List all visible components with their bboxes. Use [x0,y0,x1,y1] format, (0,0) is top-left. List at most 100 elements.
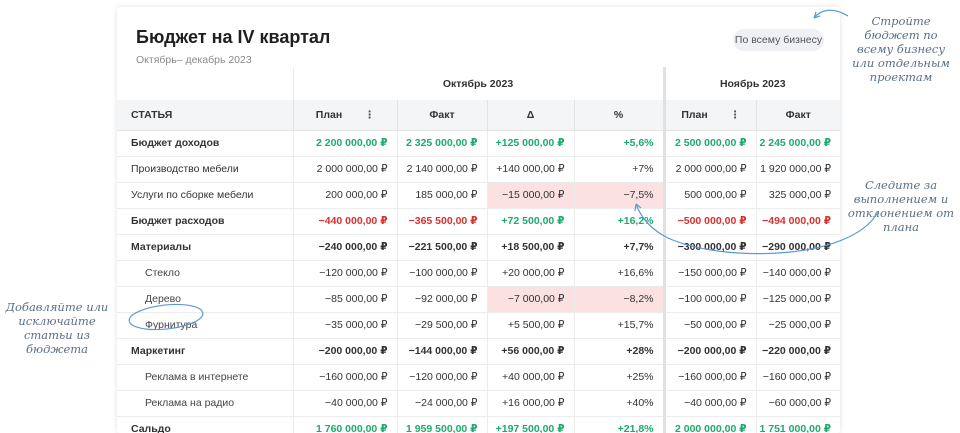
fact-cell: 2 140 000,00 ₽ [396,156,487,183]
column-header-fact-nov: Факт [755,100,840,131]
fact-cell: −221 500,00 ₽ [396,234,487,261]
fact-cell: 2 325 000,00 ₽ [396,130,487,157]
column-header-plan-nov[interactable]: План ⋮ [662,100,757,131]
fact-cell: −125 000,00 ₽ [755,286,840,313]
table-row[interactable]: Стекло −120 000,00 ₽ −100 000,00 ₽ +20 000,… [117,260,840,287]
table-row[interactable]: Производство мебели 2 000 000,00 ₽2 140 0… [117,156,840,183]
period-subtitle: Октябрь– декабрь 2023 [136,54,252,66]
fact-cell: 185 000,00 ₽ [396,182,487,209]
table-row[interactable]: Дерево −85 000,00 ₽ −92 000,00 ₽ −7 000,00 … [117,286,840,313]
fact-cell: −144 000,00 ₽ [396,338,487,365]
plan-cell: 2 000 000,00 ₽ [662,416,757,433]
delta-cell: +72 500,00 ₽ [486,208,574,235]
plan-cell: −160 000,00 ₽ [662,364,757,391]
plan-cell: −240 000,00 ₽ [292,234,397,261]
delta-cell: +56 000,00 ₽ [486,338,574,365]
percent-cell: +7% [573,156,665,183]
budget-card: Бюджет на IV квартал Октябрь– декабрь 20… [117,7,840,433]
month-header-november: Ноябрь 2023 [662,67,840,100]
row-label: Стекло [117,260,293,287]
column-header-plan[interactable]: План ⋮ [292,100,397,131]
row-label: Фурнитура [117,312,293,339]
row-label: Бюджет расходов [117,208,293,235]
plan-cell: 200 000,00 ₽ [292,182,397,209]
fact-cell: −365 500,00 ₽ [396,208,487,235]
annotation-scope: Стройте бюджет по всему бизнесу или отде… [852,14,950,84]
empty-header-cell [117,67,293,100]
percent-cell: +28% [573,338,665,365]
column-menu-icon[interactable]: ⋮ [364,108,375,121]
percent-cell: −8,2% [573,286,665,313]
fact-cell: −100 000,00 ₽ [396,260,487,287]
percent-cell: +16,2% [573,208,665,235]
table-row[interactable]: Фурнитура −35 000,00 ₽ −29 500,00 ₽ +5 500,… [117,312,840,339]
fact-cell: 1 959 500,00 ₽ [396,416,487,433]
table-row[interactable]: Реклама в интернете −160 000,00 ₽ −120 000… [117,364,840,391]
percent-cell: +21,8% [573,416,665,433]
fact-cell: −160 000,00 ₽ [755,364,840,391]
plan-cell: −150 000,00 ₽ [662,260,757,287]
table-row[interactable]: Сальдо 1 760 000,00 ₽1 959 500,00 ₽ +197 5… [117,416,840,433]
plan-cell: −50 000,00 ₽ [662,312,757,339]
fact-cell: −120 000,00 ₽ [396,364,487,391]
plan-cell: −200 000,00 ₽ [292,338,397,365]
column-header-fact: Факт [396,100,487,131]
fact-cell: −24 000,00 ₽ [396,390,487,417]
fact-cell: −29 500,00 ₽ [396,312,487,339]
column-header-item: СТАТЬЯ [117,100,293,131]
percent-cell: +25% [573,364,665,391]
table-row[interactable]: Бюджет доходов 2 200 000,00 ₽2 325 000,00… [117,130,840,157]
row-label: Материалы [117,234,293,261]
table-row[interactable]: Материалы −240 000,00 ₽ −221 500,00 ₽ +18 5… [117,234,840,261]
column-menu-icon[interactable]: ⋮ [729,108,741,121]
plan-cell: −100 000,00 ₽ [662,286,757,313]
plan-cell: −85 000,00 ₽ [292,286,397,313]
row-label: Реклама на радио [117,390,293,417]
delta-cell: +20 000,00 ₽ [486,260,574,287]
row-label: Производство мебели [117,156,293,183]
fact-cell: −92 000,00 ₽ [396,286,487,313]
row-label: Маркетинг [117,338,293,365]
plan-cell: −500 000,00 ₽ [662,208,757,235]
delta-cell: +40 000,00 ₽ [486,364,574,391]
plan-cell: −40 000,00 ₽ [292,390,397,417]
percent-cell: +5,6% [573,130,665,157]
column-header-delta: Δ [486,100,574,131]
plan-cell: 2 500 000,00 ₽ [662,130,757,157]
plan-cell: 2 000 000,00 ₽ [292,156,397,183]
scope-filter-button[interactable]: По всему бизнесу [733,29,824,51]
fact-cell: −494 000,00 ₽ [755,208,840,235]
percent-cell: +7,7% [573,234,665,261]
fact-cell: −220 000,00 ₽ [755,338,840,365]
plan-cell: 1 760 000,00 ₽ [292,416,397,433]
table-row[interactable]: Реклама на радио −40 000,00 ₽ −24 000,00 ₽… [117,390,840,417]
percent-cell: −7,5% [573,182,665,209]
annotation-items: Добавляйте или исключайте статьи из бюдж… [5,300,109,356]
delta-cell: −15 000,00 ₽ [486,182,574,209]
fact-cell: 2 245 000,00 ₽ [755,130,840,157]
row-label: Услуги по сборке мебели [117,182,293,209]
percent-cell: +15,7% [573,312,665,339]
fact-cell: 1 751 000,00 ₽ [755,416,840,433]
fact-cell: −60 000,00 ₽ [755,390,840,417]
fact-cell: −290 000,00 ₽ [755,234,840,261]
percent-cell: +40% [573,390,665,417]
fact-cell: 1 920 000,00 ₽ [755,156,840,183]
table-row[interactable]: Бюджет расходов −440 000,00 ₽ −365 500,00 … [117,208,840,235]
month-header-october: Октябрь 2023 [292,67,665,100]
delta-cell: +16 000,00 ₽ [486,390,574,417]
column-header-percent: % [573,100,665,131]
row-label: Дерево [117,286,293,313]
delta-cell: +197 500,00 ₽ [486,416,574,433]
table-row[interactable]: Маркетинг −200 000,00 ₽ −144 000,00 ₽ +56 0… [117,338,840,365]
plan-cell: 2 000 000,00 ₽ [662,156,757,183]
row-label: Бюджет доходов [117,130,293,157]
plan-label: План [315,108,343,121]
plan-label: План [681,108,708,121]
table-row[interactable]: Услуги по сборке мебели 200 000,00 ₽185 0… [117,182,840,209]
fact-cell: 325 000,00 ₽ [755,182,840,209]
plan-cell: −440 000,00 ₽ [292,208,397,235]
plan-cell: −160 000,00 ₽ [292,364,397,391]
delta-cell: +18 500,00 ₽ [486,234,574,261]
delta-cell: −7 000,00 ₽ [486,286,574,313]
